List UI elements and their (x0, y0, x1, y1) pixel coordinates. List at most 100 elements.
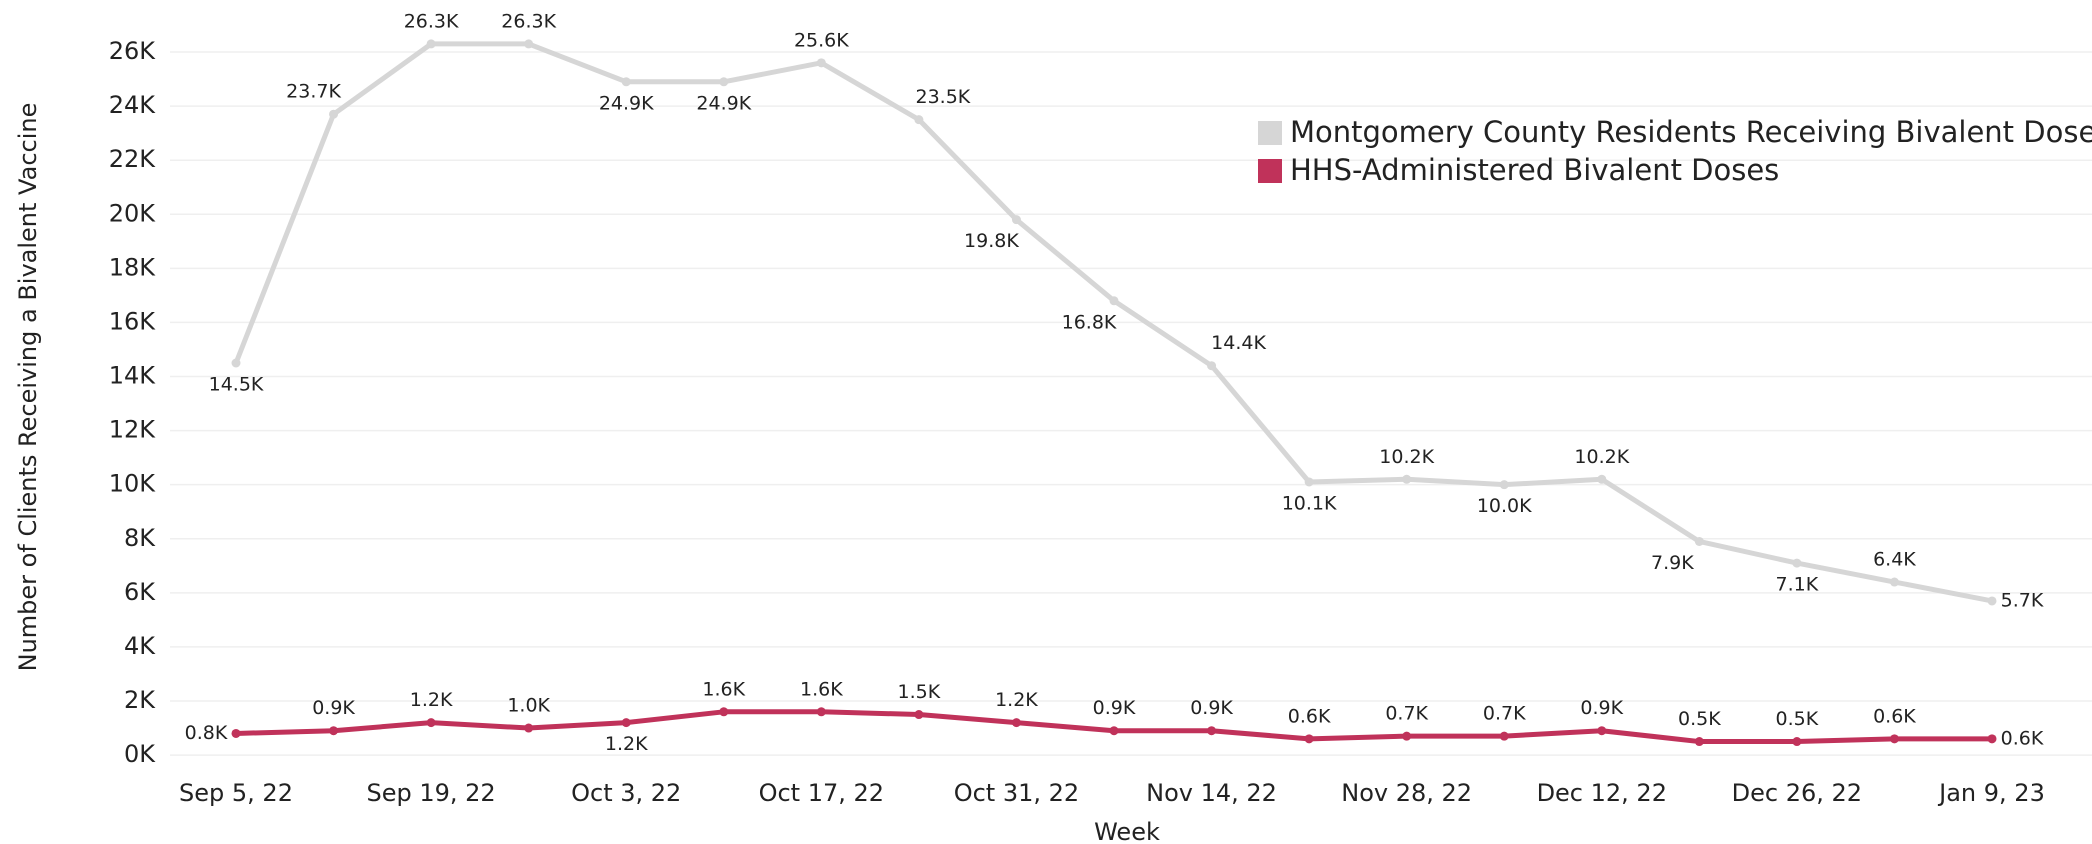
point (1792, 558, 1802, 568)
point (1694, 536, 1704, 546)
data-label: 10.0K (1477, 495, 1532, 517)
point (1597, 474, 1607, 484)
data-label: 16.8K (1062, 311, 1117, 333)
x-tick-label: Nov 14, 22 (1146, 779, 1277, 807)
point (1011, 215, 1021, 225)
point (914, 115, 924, 125)
y-tick-label: 22K (109, 145, 157, 173)
data-label: 0.6K (1288, 705, 1331, 727)
y-tick-label: 8K (124, 524, 156, 552)
data-label: 10.1K (1282, 492, 1337, 514)
point (426, 718, 436, 728)
data-label: 0.5K (1678, 708, 1721, 730)
data-label: 14.4K (1211, 332, 1266, 354)
point (1207, 726, 1217, 736)
data-label: 24.9K (696, 92, 751, 114)
point (621, 718, 631, 728)
data-label: 1.5K (898, 681, 941, 703)
point (1109, 296, 1119, 306)
point (1597, 726, 1607, 736)
y-tick-label: 16K (109, 307, 157, 335)
data-label: 26.3K (501, 10, 556, 32)
x-tick-label: Dec 26, 22 (1732, 779, 1862, 807)
data-label: 25.6K (794, 29, 849, 51)
data-label: 0.9K (1580, 697, 1623, 719)
y-tick-label: 4K (124, 632, 156, 660)
data-label: 0.8K (185, 722, 228, 744)
legend-swatch (1258, 121, 1282, 145)
point (329, 726, 339, 736)
y-tick-label: 14K (109, 362, 157, 390)
legend-label: HHS-Administered Bivalent Doses (1290, 153, 1779, 187)
point (816, 58, 826, 68)
legend-label: Montgomery County Residents Receiving Bi… (1290, 115, 2092, 149)
data-label: 1.2K (605, 733, 648, 755)
point (524, 723, 534, 733)
data-label: 23.5K (916, 86, 971, 108)
data-label: 6.4K (1873, 549, 1916, 571)
data-label: 19.8K (964, 230, 1019, 252)
data-label: 7.9K (1651, 552, 1694, 574)
x-tick-label: Sep 5, 22 (179, 779, 293, 807)
y-tick-label: 10K (109, 470, 157, 498)
data-label: 14.5K (209, 373, 264, 395)
data-label: 26.3K (404, 10, 459, 32)
y-tick-label: 26K (109, 37, 157, 65)
point (1694, 737, 1704, 747)
point (1011, 718, 1021, 728)
data-label: 10.2K (1379, 446, 1434, 468)
data-label: 10.2K (1574, 446, 1629, 468)
point (231, 728, 241, 738)
data-label: 0.9K (1190, 697, 1233, 719)
data-label: 0.6K (1873, 705, 1916, 727)
y-tick-label: 20K (109, 199, 157, 227)
y-tick-label: 6K (124, 578, 156, 606)
point (426, 39, 436, 49)
data-label: 1.6K (702, 678, 745, 700)
x-axis-title: Week (1094, 818, 1160, 844)
point (329, 109, 339, 119)
x-tick-label: Dec 12, 22 (1537, 779, 1667, 807)
legend-swatch (1258, 159, 1282, 183)
point (1402, 474, 1412, 484)
point (1304, 477, 1314, 487)
point (719, 77, 729, 87)
data-label: 1.6K (800, 678, 843, 700)
data-label: 0.7K (1385, 703, 1428, 725)
data-label: 1.0K (507, 695, 550, 717)
x-tick-label: Sep 19, 22 (367, 779, 496, 807)
y-tick-label: 18K (109, 253, 157, 281)
point (621, 77, 631, 87)
point (524, 39, 534, 49)
data-label: 1.2K (410, 689, 453, 711)
point (1889, 577, 1899, 587)
data-label: 0.9K (312, 697, 355, 719)
point (1109, 726, 1119, 736)
data-label: 24.9K (599, 92, 654, 114)
point (1304, 734, 1314, 744)
x-tick-label: Oct 17, 22 (759, 779, 884, 807)
data-label: 5.7K (2001, 589, 2044, 611)
point (1987, 596, 1997, 606)
y-axis-title: Number of Clients Receiving a Bivalent V… (14, 103, 42, 672)
x-tick-label: Oct 31, 22 (954, 779, 1079, 807)
point (1499, 731, 1509, 741)
data-label: 0.7K (1483, 703, 1526, 725)
point (1207, 361, 1217, 371)
point (914, 710, 924, 720)
point (816, 707, 826, 717)
point (1889, 734, 1899, 744)
data-label: 7.1K (1776, 574, 1819, 596)
point (1792, 737, 1802, 747)
point (1402, 731, 1412, 741)
data-label: 0.5K (1776, 708, 1819, 730)
point (231, 358, 241, 368)
y-tick-label: 2K (124, 686, 156, 714)
x-tick-label: Nov 28, 22 (1341, 779, 1472, 807)
x-tick-label: Jan 9, 23 (1937, 779, 2045, 807)
y-tick-label: 0K (124, 740, 156, 768)
point (1499, 480, 1509, 490)
data-label: 0.6K (2001, 727, 2044, 749)
point (1987, 734, 1997, 744)
